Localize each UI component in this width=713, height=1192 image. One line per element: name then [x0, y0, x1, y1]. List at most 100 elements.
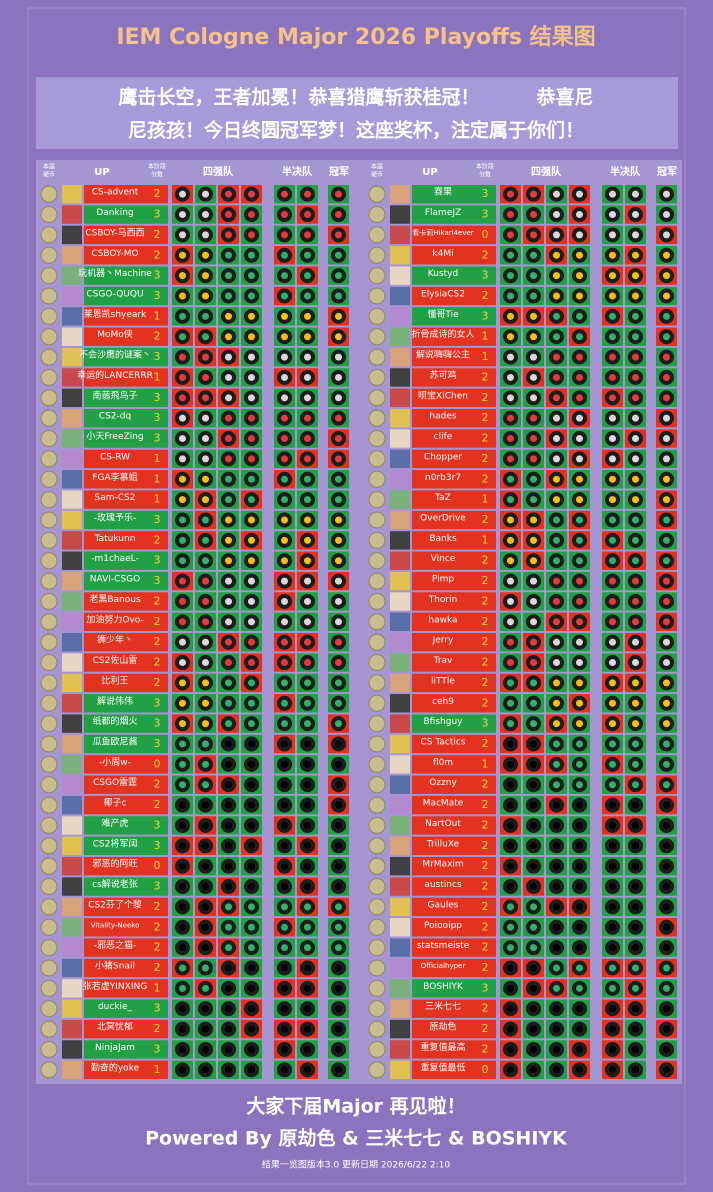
team-icon-mark: [335, 618, 342, 626]
avatar: [62, 958, 82, 978]
team-icon-mark: [248, 679, 255, 687]
team-icon-mark: [248, 984, 255, 992]
name-cell: [84, 205, 168, 224]
team-icon-mark: [225, 496, 232, 504]
team-icon-mark: [507, 760, 514, 768]
team-icon-mark: [507, 801, 514, 809]
avatar: [390, 999, 410, 1018]
up-name: 邪恶的阿旺: [92, 858, 137, 870]
coin: [368, 552, 386, 570]
name-cell: [84, 490, 168, 509]
team-icon-mark: [179, 842, 186, 850]
team-icon-mark: [507, 577, 514, 585]
avatar: [62, 531, 82, 550]
team-icon-mark: [225, 251, 232, 259]
team-icon-mark: [576, 577, 583, 585]
team-icon-mark: [281, 516, 288, 524]
avatar: [390, 490, 410, 509]
team-icon-mark: [179, 638, 186, 646]
team-icon-mark: [609, 577, 616, 585]
avatar: [62, 592, 82, 611]
team-icon-mark: [507, 781, 514, 789]
team-icon-mark: [304, 373, 311, 381]
name-cell: [84, 795, 168, 815]
score: 2: [482, 961, 489, 974]
avatar: [62, 633, 82, 652]
team-icon-mark: [632, 597, 639, 605]
title: IEM Cologne Major 2026 Playoffs 结果图: [116, 24, 595, 50]
team-icon-mark: [553, 740, 560, 748]
team-icon-mark: [335, 394, 342, 402]
coin: [40, 878, 58, 896]
up-name: Danking: [96, 208, 133, 218]
score: 3: [154, 411, 161, 424]
name-cell: [412, 286, 496, 306]
team-icon-mark: [225, 801, 232, 809]
name-cell: [84, 266, 168, 285]
coin: [368, 796, 386, 814]
team-icon-mark: [248, 211, 255, 219]
team-icon-mark: [663, 597, 670, 605]
name-cell: [412, 857, 496, 876]
team-icon-mark: [179, 394, 186, 402]
avatar: [390, 755, 410, 774]
team-icon-mark: [281, 760, 288, 768]
team-icon-mark: [663, 231, 670, 239]
team-icon-mark: [609, 984, 616, 992]
team-icon-mark: [225, 577, 232, 585]
name-cell: [412, 633, 496, 652]
avatar: [390, 958, 410, 978]
team-icon-mark: [248, 516, 255, 524]
team-icon-mark: [576, 373, 583, 381]
name-cell: [412, 775, 496, 794]
team-icon-mark: [530, 557, 537, 565]
team-icon-mark: [507, 312, 514, 320]
team-icon-mark: [609, 720, 616, 728]
team-icon-mark: [530, 292, 537, 300]
score: 1: [482, 757, 489, 770]
team-icon-mark: [576, 903, 583, 911]
header-semi: 半决队: [282, 165, 313, 178]
team-icon-mark: [507, 944, 514, 952]
up-name: 不会沙鹰的谜案丶: [79, 349, 151, 361]
up-name: n0rb3r7: [425, 473, 461, 483]
coin: [368, 674, 386, 692]
up-name: Tatukunn: [94, 534, 136, 544]
team-icon-mark: [202, 333, 209, 341]
coin: [40, 816, 58, 834]
team-icon-mark: [281, 435, 288, 443]
team-icon-mark: [553, 190, 560, 198]
team-icon-mark: [202, 557, 209, 565]
team-icon-mark: [202, 679, 209, 687]
avatar: [390, 877, 410, 896]
coin: [40, 511, 58, 529]
score: 2: [482, 391, 489, 404]
team-icon-mark: [225, 1005, 232, 1013]
coin: [368, 450, 386, 468]
avatar: [390, 775, 410, 794]
score: 0: [482, 228, 489, 241]
team-icon-mark: [507, 842, 514, 850]
avatar: [390, 185, 410, 204]
team-icon-mark: [553, 638, 560, 646]
team-icon-mark: [632, 964, 639, 972]
score: 2: [154, 656, 161, 669]
team-icon-mark: [507, 455, 514, 463]
name-cell: [84, 938, 168, 957]
team-icon-mark: [335, 699, 342, 707]
team-icon-mark: [507, 618, 514, 626]
team-icon-mark: [225, 516, 232, 524]
avatar: [390, 551, 410, 570]
avatar: [62, 775, 82, 794]
team-icon-mark: [663, 679, 670, 687]
name-cell: [84, 612, 168, 631]
coin: [40, 674, 58, 692]
name-cell: [412, 531, 496, 550]
score: 3: [154, 289, 161, 302]
name-cell: [412, 225, 496, 245]
name-cell: [412, 510, 496, 530]
team-icon-mark: [553, 903, 560, 911]
team-icon-mark: [553, 801, 560, 809]
team-icon-mark: [281, 842, 288, 850]
up-name: 勤奋的yoke: [91, 1061, 140, 1073]
